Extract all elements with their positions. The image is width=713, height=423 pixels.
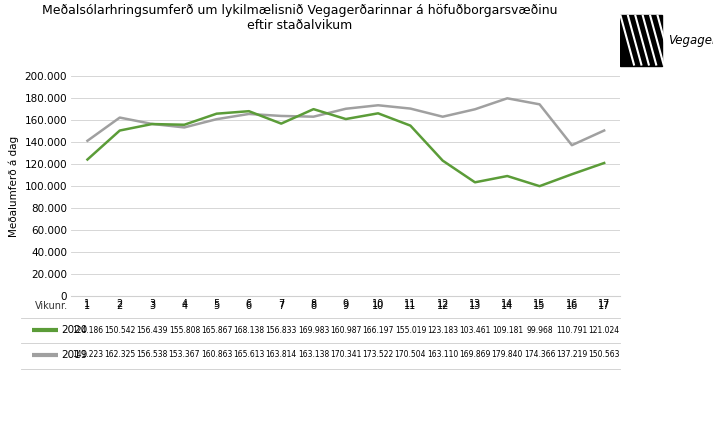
Text: 14: 14: [501, 301, 513, 311]
Text: 168.138: 168.138: [233, 326, 265, 335]
Text: Vegagerðin: Vegagerðin: [669, 34, 713, 47]
Text: 5: 5: [213, 301, 220, 311]
Text: 11: 11: [404, 301, 416, 311]
Text: 15: 15: [533, 301, 545, 311]
Text: 2020: 2020: [61, 325, 87, 335]
FancyBboxPatch shape: [620, 15, 662, 66]
Text: 156.833: 156.833: [265, 326, 297, 335]
Text: 9: 9: [343, 301, 349, 311]
Text: 13: 13: [469, 301, 481, 311]
Text: 153.367: 153.367: [168, 350, 200, 359]
Text: 163.138: 163.138: [298, 350, 329, 359]
Text: 16: 16: [565, 301, 578, 311]
Text: 7: 7: [278, 301, 284, 311]
Text: 160.863: 160.863: [201, 350, 232, 359]
Text: 160.987: 160.987: [330, 326, 361, 335]
Text: 166.197: 166.197: [362, 326, 394, 335]
Text: 4: 4: [181, 301, 188, 311]
Y-axis label: Meðalumferð á dag: Meðalumferð á dag: [9, 135, 19, 237]
Text: 10: 10: [372, 301, 384, 311]
Text: 3: 3: [149, 301, 155, 311]
Text: 173.522: 173.522: [362, 350, 394, 359]
Text: Vikunr.: Vikunr.: [35, 301, 68, 311]
Text: 109.181: 109.181: [492, 326, 523, 335]
Text: 103.461: 103.461: [459, 326, 491, 335]
Text: 165.613: 165.613: [233, 350, 265, 359]
Text: 165.867: 165.867: [201, 326, 232, 335]
Text: 156.538: 156.538: [136, 350, 168, 359]
Text: 141.223: 141.223: [72, 350, 103, 359]
Text: 163.110: 163.110: [427, 350, 458, 359]
Text: 17: 17: [598, 301, 610, 311]
Text: 155.019: 155.019: [395, 326, 426, 335]
Text: 169.983: 169.983: [298, 326, 329, 335]
Text: 174.366: 174.366: [524, 350, 555, 359]
Text: 2: 2: [117, 301, 123, 311]
Text: 123.183: 123.183: [427, 326, 458, 335]
Text: 110.791: 110.791: [556, 326, 588, 335]
Text: 163.814: 163.814: [265, 350, 297, 359]
Text: 6: 6: [246, 301, 252, 311]
Text: 1: 1: [84, 301, 91, 311]
Text: 137.219: 137.219: [556, 350, 588, 359]
Text: 8: 8: [310, 301, 317, 311]
Text: 156.439: 156.439: [136, 326, 168, 335]
Text: 150.542: 150.542: [104, 326, 135, 335]
Text: 170.341: 170.341: [330, 350, 361, 359]
Text: 99.968: 99.968: [526, 326, 553, 335]
Text: 2019: 2019: [61, 350, 87, 360]
Text: 169.869: 169.869: [459, 350, 491, 359]
Text: 121.024: 121.024: [589, 326, 620, 335]
Text: Meðalsólarhringsumferð um lykilmælisnið Vegagerðarinnar á höfuðborgarsvæðinu
eft: Meðalsólarhringsumferð um lykilmælisnið …: [41, 4, 558, 32]
Text: 124.186: 124.186: [72, 326, 103, 335]
Text: 162.325: 162.325: [104, 350, 135, 359]
Text: 150.563: 150.563: [588, 350, 620, 359]
Text: 155.808: 155.808: [169, 326, 200, 335]
Text: 179.840: 179.840: [491, 350, 523, 359]
Text: 170.504: 170.504: [394, 350, 426, 359]
Text: 12: 12: [436, 301, 449, 311]
